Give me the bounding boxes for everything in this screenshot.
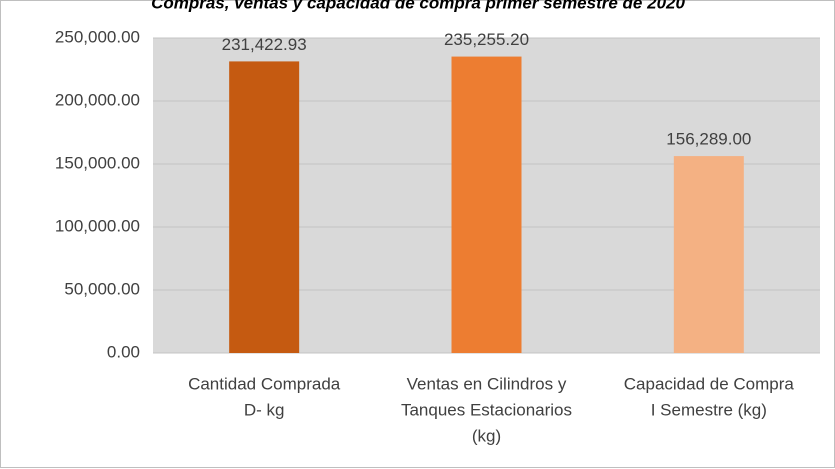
data-label: 231,422.93 (222, 35, 307, 54)
data-label: 156,289.00 (666, 130, 751, 149)
y-tick-label: 250,000.00 (55, 27, 140, 46)
bar (451, 56, 522, 353)
y-tick-label: 0.00 (107, 342, 140, 361)
bar (229, 61, 300, 354)
y-tick-label: 150,000.00 (55, 153, 140, 172)
y-tick-label: 100,000.00 (55, 216, 140, 235)
x-tick-label: Capacidad de Compra (624, 374, 795, 393)
y-tick-label: 50,000.00 (64, 279, 140, 298)
x-tick-label: Tanques Estacionarios (401, 400, 572, 419)
x-tick-label: Ventas en Cilindros y (407, 374, 567, 393)
x-tick-label: D- kg (244, 400, 285, 419)
x-tick-label: Cantidad Comprada (188, 374, 341, 393)
data-label: 235,255.20 (444, 30, 529, 49)
x-tick-label: I Semestre (kg) (651, 400, 767, 419)
x-tick-label: (kg) (472, 426, 501, 445)
bar (673, 156, 744, 353)
y-tick-label: 200,000.00 (55, 90, 140, 109)
chart-title: Compras, ventas y capacidad de compra pr… (151, 0, 685, 12)
